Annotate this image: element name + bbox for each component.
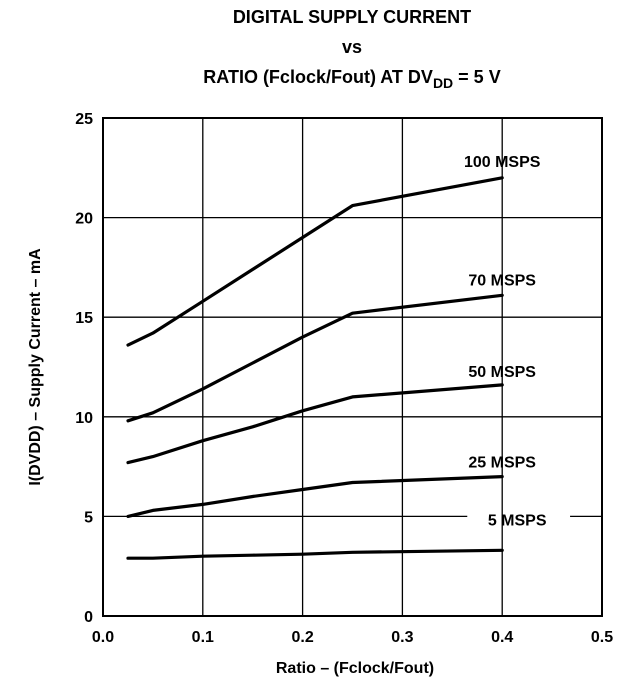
y-tick-label: 5 (84, 509, 93, 526)
series-label: 100 MSPS (464, 154, 541, 171)
y-tick-label: 10 (75, 410, 93, 427)
series-label: 25 MSPS (468, 455, 536, 472)
y-tick-label: 20 (75, 211, 93, 228)
y-tick-label: 25 (75, 111, 93, 128)
title-line-3-prefix: RATIO (Fclock/Fout) AT DV (203, 67, 433, 87)
x-tick-label: 0.2 (291, 629, 313, 646)
series-line (126, 176, 504, 347)
x-tick-labels: 0.0 0.1 0.2 0.3 0.4 0.5 (92, 629, 613, 646)
title-line-3: RATIO (Fclock/Fout) AT DVDD = 5 V (203, 67, 500, 91)
x-tick-label: 0.4 (491, 629, 513, 646)
y-tick-label: 0 (84, 609, 93, 626)
grid-lines (103, 118, 602, 616)
series-line (126, 293, 504, 423)
series-labels: 100 MSPS 70 MSPS 50 MSPS 25 MSPS 5 MSPS (464, 154, 547, 530)
series-label: 50 MSPS (468, 364, 536, 381)
title-line-3-suffix: = 5 V (453, 67, 501, 87)
x-tick-label: 0.5 (591, 629, 613, 646)
plot-frame (102, 117, 603, 617)
series-line (126, 548, 504, 560)
title-line-1: DIGITAL SUPPLY CURRENT (233, 7, 471, 27)
series-lines (126, 176, 504, 560)
y-tick-label: 15 (75, 310, 93, 327)
x-tick-label: 0.1 (192, 629, 214, 646)
title-line-3-subscript: DD (433, 75, 453, 91)
x-tick-label: 0.3 (391, 629, 413, 646)
series-label: 5 MSPS (488, 512, 547, 529)
series-line (126, 475, 504, 518)
chart-title: DIGITAL SUPPLY CURRENT vs RATIO (Fclock/… (203, 7, 500, 91)
x-axis-label: Ratio – (Fclock/Fout) (276, 660, 434, 677)
series-label: 70 MSPS (468, 272, 536, 289)
series-line (126, 383, 504, 465)
title-line-2: vs (342, 37, 362, 57)
y-tick-labels: 0 5 10 15 20 25 (75, 111, 93, 626)
y-axis-label: I(DVDD) – Supply Current – mA (27, 248, 44, 486)
x-tick-label: 0.0 (92, 629, 114, 646)
